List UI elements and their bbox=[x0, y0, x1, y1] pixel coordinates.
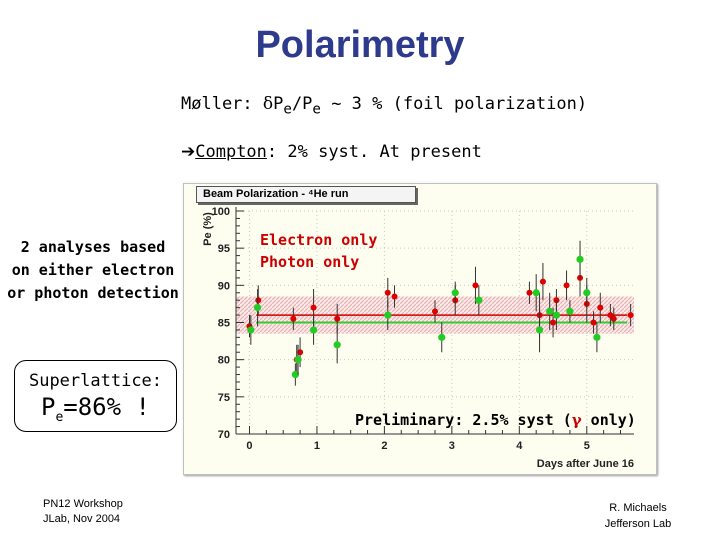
electron-point bbox=[391, 293, 398, 300]
superlattice-value: Pe=86% ! bbox=[15, 393, 176, 425]
legend-electron: Electron only bbox=[260, 231, 378, 249]
moller-p: P bbox=[273, 94, 284, 114]
moller-label: Møller bbox=[181, 94, 243, 114]
moller-slash-p: /P bbox=[291, 94, 313, 114]
footer-workshop: PN12 Workshop bbox=[43, 498, 123, 510]
electron-point bbox=[539, 278, 546, 285]
moller-note: Møller: δPe/Pe ~ 3 % (foil polarization) bbox=[181, 94, 587, 117]
photon-point bbox=[438, 333, 446, 341]
photon-point bbox=[333, 341, 341, 349]
y-tick-label: 100 bbox=[212, 206, 230, 218]
photon-point bbox=[309, 326, 318, 334]
electron-point bbox=[334, 315, 341, 322]
y-tick-label: 95 bbox=[218, 243, 230, 255]
chart-title: Beam Polarization - ⁴He run bbox=[196, 186, 416, 203]
preliminary-text: Preliminary: 2.5% syst ( bbox=[355, 411, 572, 429]
electron-point bbox=[597, 304, 604, 311]
y-tick-label: 70 bbox=[218, 429, 230, 441]
photon-point bbox=[451, 289, 459, 297]
analyses-line-2: on either electron bbox=[11, 261, 175, 279]
electron-point bbox=[297, 349, 304, 356]
y-tick-label: 85 bbox=[218, 318, 230, 330]
superlattice-p: P bbox=[41, 393, 56, 421]
superlattice-label: Superlattice: bbox=[28, 371, 163, 391]
photon-point bbox=[294, 356, 302, 364]
photon-point bbox=[247, 326, 255, 334]
legend-photon: Photon only bbox=[260, 253, 360, 271]
arrow-right-icon: ➔ bbox=[181, 142, 196, 162]
electron-point bbox=[627, 312, 634, 319]
footer-date: JLab, Nov 2004 bbox=[43, 513, 121, 525]
moller-sub-e2: e bbox=[312, 101, 321, 118]
compton-text: : 2% syst. At present bbox=[266, 142, 482, 162]
preliminary-note: Preliminary: 2.5% syst (γ only) bbox=[355, 411, 636, 429]
x-tick-label: 2 bbox=[381, 440, 387, 452]
photon-point bbox=[532, 289, 540, 297]
electron-point bbox=[550, 319, 557, 326]
photon-point bbox=[566, 307, 574, 315]
footer-right: R. Michaels Jefferson Lab bbox=[596, 500, 680, 532]
photon-point bbox=[583, 289, 591, 297]
photon-point bbox=[546, 307, 554, 315]
electron-point bbox=[384, 289, 391, 296]
electron-point bbox=[563, 282, 570, 289]
slide-title: Polarimetry bbox=[255, 24, 465, 66]
photon-point bbox=[384, 311, 392, 319]
photon-point bbox=[535, 326, 544, 334]
analyses-line-3: or photon detection bbox=[7, 284, 179, 302]
electron-point bbox=[432, 308, 438, 315]
electron-point bbox=[590, 319, 597, 326]
photon-point bbox=[576, 255, 584, 263]
photon-point bbox=[552, 311, 561, 319]
x-tick-label: 5 bbox=[584, 440, 590, 452]
compton-note: ➔Compton: 2% syst. At present bbox=[181, 142, 482, 162]
x-tick-label: 4 bbox=[516, 440, 523, 452]
polarization-chart: 70 75 80 85 90 95 100 0 1 2 3 4 5 Pe (%) Days after Ju… bbox=[202, 206, 634, 470]
photon-point bbox=[291, 370, 299, 379]
analyses-line-1: 2 analyses based bbox=[20, 238, 166, 256]
moller-sub-e: e bbox=[283, 101, 292, 118]
footer-lab: Jefferson Lab bbox=[604, 518, 672, 530]
moller-text: ~ 3 % (foil polarization) bbox=[320, 94, 588, 114]
photon-point bbox=[475, 296, 483, 304]
moller-colon: : bbox=[242, 94, 263, 114]
footer-author: R. Michaels bbox=[609, 502, 667, 514]
analyses-note: 2 analyses based on either electron or p… bbox=[4, 236, 182, 305]
y-tick-label: 75 bbox=[218, 392, 230, 404]
delta-symbol: δ bbox=[262, 94, 274, 114]
x-tick-label: 3 bbox=[449, 440, 455, 452]
y-tick-label: 80 bbox=[218, 355, 230, 367]
gamma-symbol: γ bbox=[571, 411, 582, 429]
photon-point bbox=[253, 304, 262, 312]
electron-point bbox=[255, 297, 262, 304]
electron-point bbox=[290, 315, 297, 322]
superlattice-number: =86% ! bbox=[63, 393, 150, 421]
electron-point bbox=[472, 282, 479, 289]
photon-point bbox=[593, 333, 601, 341]
y-axis-label: Pe (%) bbox=[202, 212, 214, 246]
footer-left: PN12 Workshop JLab, Nov 2004 bbox=[43, 497, 123, 527]
compton-label: Compton bbox=[195, 142, 267, 162]
superlattice-box: Superlattice: Pe=86% ! bbox=[14, 360, 177, 432]
electron-point bbox=[526, 289, 533, 296]
x-axis-label: Days after June 16 bbox=[537, 458, 634, 470]
y-tick-label: 90 bbox=[218, 280, 230, 292]
superlattice-sub: e bbox=[55, 409, 64, 425]
x-tick-label: 1 bbox=[314, 440, 320, 452]
plot-panel: 70 75 80 85 90 95 100 0 1 2 3 4 5 Pe (%) Days after Ju… bbox=[183, 183, 657, 475]
electron-point bbox=[310, 304, 317, 311]
preliminary-end: only) bbox=[581, 411, 636, 429]
x-tick-label: 0 bbox=[246, 440, 252, 452]
electron-point bbox=[610, 315, 617, 322]
